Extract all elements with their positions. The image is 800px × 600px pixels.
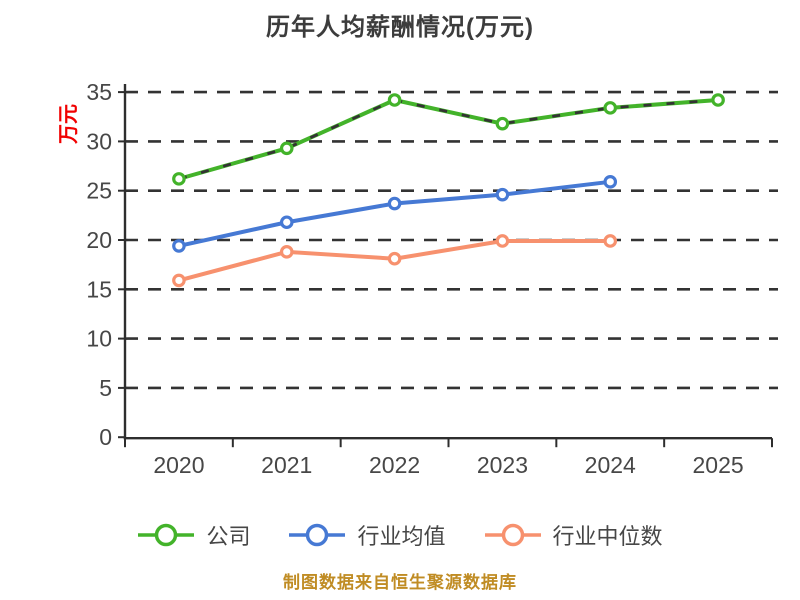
data-source-caption: 制图数据来自恒生聚源数据库 xyxy=(283,573,517,592)
industry-median-line-marker-icon xyxy=(484,523,541,547)
company-line-marker-icon xyxy=(138,523,195,547)
data-point-2-1 xyxy=(279,245,294,259)
x-tick-label-2024: 2024 xyxy=(585,452,636,478)
legend-item-industry-median: 行业中位数 xyxy=(484,519,663,551)
legend-label-company: 公司 xyxy=(206,524,251,549)
y-tick-label-10: 10 xyxy=(86,326,112,352)
y-tick-label-35: 35 xyxy=(86,79,112,105)
y-tick-label-15: 15 xyxy=(86,276,112,302)
legend-label-industry-median: 行业中位数 xyxy=(552,524,663,549)
x-tick-label-2023: 2023 xyxy=(477,452,528,478)
data-point-0-0 xyxy=(172,172,186,186)
data-point-0-2 xyxy=(387,93,402,107)
x-tick-label-2022: 2022 xyxy=(369,452,420,478)
y-tick-label-0: 0 xyxy=(99,424,112,450)
data-point-1-4 xyxy=(603,175,618,189)
data-point-0-5 xyxy=(711,93,725,107)
x-tick-label-2020: 2020 xyxy=(153,452,204,478)
data-point-2-0 xyxy=(172,273,186,288)
y-tick-label-30: 30 xyxy=(86,128,112,154)
data-point-2-4 xyxy=(603,234,618,248)
y-tick-label-5: 5 xyxy=(99,375,112,401)
y-tick-label-25: 25 xyxy=(86,178,112,204)
x-tick-label-2025: 2025 xyxy=(692,452,743,478)
data-point-2-2 xyxy=(387,251,402,266)
data-point-1-1 xyxy=(279,215,294,230)
chart-title: 历年人均薪酬情况(万元) xyxy=(266,14,534,41)
data-point-0-1 xyxy=(279,141,294,156)
legend-label-industry-avg: 行业均值 xyxy=(357,524,446,549)
legend-item-company: 公司 xyxy=(137,519,250,551)
data-point-1-2 xyxy=(387,196,402,211)
legend: 公司 行业均值 行业中位数 xyxy=(0,519,800,551)
series-line-0 xyxy=(176,97,721,181)
data-point-0-4 xyxy=(603,101,618,115)
x-tick-label-2021: 2021 xyxy=(261,452,312,478)
y-tick-label-20: 20 xyxy=(86,227,112,253)
data-point-1-0 xyxy=(172,239,186,253)
data-point-2-3 xyxy=(495,234,510,248)
data-point-0-3 xyxy=(495,116,510,131)
legend-item-industry-avg: 行业均值 xyxy=(288,519,446,551)
industry-avg-line-marker-icon xyxy=(289,523,346,547)
data-point-1-3 xyxy=(495,187,510,202)
series-line-overlay-0 xyxy=(178,98,719,181)
